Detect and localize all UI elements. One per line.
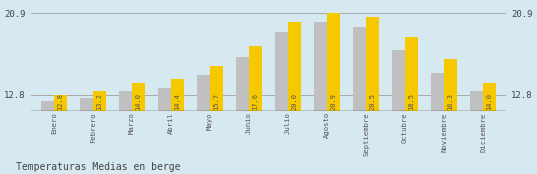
Bar [132, 83, 145, 174]
Bar [405, 37, 418, 174]
Text: 20.5: 20.5 [369, 93, 375, 110]
Text: 16.3: 16.3 [447, 93, 454, 110]
Text: 20.0: 20.0 [292, 93, 297, 110]
Text: 14.4: 14.4 [175, 93, 180, 110]
Bar [119, 91, 132, 174]
Text: 14.0: 14.0 [487, 93, 492, 110]
Bar [470, 91, 483, 174]
Bar [93, 91, 106, 174]
Bar [210, 66, 223, 174]
Bar [54, 95, 67, 174]
Bar [275, 32, 288, 174]
Bar [314, 22, 327, 174]
Bar [197, 75, 210, 174]
Text: 13.2: 13.2 [97, 93, 103, 110]
Bar [158, 88, 171, 174]
Text: Temperaturas Medias en berge: Temperaturas Medias en berge [16, 162, 180, 172]
Bar [41, 101, 54, 174]
Text: 17.6: 17.6 [252, 93, 258, 110]
Bar [236, 57, 249, 174]
Bar [288, 22, 301, 174]
Bar [366, 17, 379, 174]
Bar [431, 73, 444, 174]
Text: 20.9: 20.9 [330, 93, 337, 110]
Text: 15.7: 15.7 [214, 93, 220, 110]
Bar [80, 98, 93, 174]
Text: 12.8: 12.8 [57, 93, 63, 110]
Bar [483, 83, 496, 174]
Text: 14.0: 14.0 [135, 93, 141, 110]
Bar [327, 13, 340, 174]
Bar [249, 46, 262, 174]
Bar [171, 79, 184, 174]
Bar [353, 27, 366, 174]
Text: 18.5: 18.5 [409, 93, 415, 110]
Bar [444, 60, 457, 174]
Bar [392, 50, 405, 174]
